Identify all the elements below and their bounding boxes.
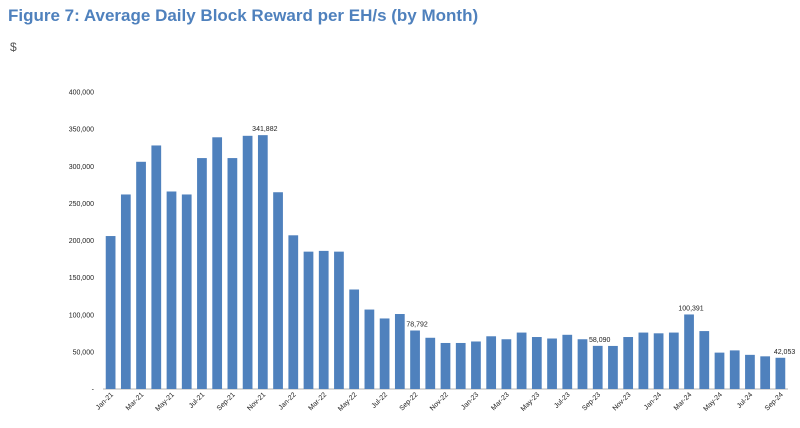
x-tick-label: Jan-21 <box>95 391 115 411</box>
bar-nov-22 <box>440 342 451 389</box>
bar-aug-22 <box>394 314 405 389</box>
bar-sep-24 <box>775 357 786 389</box>
x-tick-label: Nov-21 <box>246 391 267 412</box>
bar-jan-24 <box>653 333 664 389</box>
bar-oct-21 <box>242 135 253 389</box>
x-tick-label: Jan-24 <box>643 391 663 411</box>
bar-feb-21 <box>120 194 131 389</box>
bar-may-23 <box>531 337 542 389</box>
bar-nov-23 <box>623 337 634 389</box>
y-tick-label: 100,000 <box>69 312 94 319</box>
y-tick-label: 200,000 <box>69 238 94 245</box>
bar-sep-23 <box>592 345 603 389</box>
bar-aug-21 <box>212 137 223 389</box>
x-tick-label: Jul-22 <box>371 391 390 410</box>
data-label: 78,792 <box>406 321 428 328</box>
bar-aug-24 <box>760 356 771 389</box>
bar-jul-21 <box>197 158 207 389</box>
bar-jan-22 <box>288 235 299 389</box>
bar-jun-22 <box>364 309 375 389</box>
bar-jul-23 <box>562 334 573 389</box>
y-tick-label: 350,000 <box>69 127 94 134</box>
bar-jun-24 <box>729 350 740 389</box>
bar-apr-21 <box>151 145 162 389</box>
data-label: 341,882 <box>252 126 277 133</box>
x-tick-label: May-23 <box>520 391 542 413</box>
bar-feb-24 <box>668 332 679 389</box>
x-tick-label: Mar-23 <box>490 391 511 412</box>
bar-jun-23 <box>547 338 557 389</box>
x-tick-label: Nov-23 <box>612 391 633 412</box>
bar-mar-21 <box>136 161 146 389</box>
y-tick-label: 400,000 <box>69 90 94 97</box>
bar-apr-23 <box>516 332 527 389</box>
bars-layer <box>105 135 786 389</box>
bar-oct-22 <box>425 337 436 389</box>
y-tick-label: 150,000 <box>69 275 94 282</box>
y-tick-label: - <box>92 387 95 394</box>
x-tick-label: May-24 <box>702 391 724 413</box>
figure-title: Figure 7: Average Daily Block Reward per… <box>8 6 479 25</box>
data-label: 42,053 <box>774 349 796 356</box>
y-unit-label: $ <box>10 40 17 54</box>
bar-aug-23 <box>577 339 588 389</box>
x-tick-label: Sep-23 <box>581 391 602 412</box>
bar-jan-21 <box>105 236 116 389</box>
y-tick-label: 300,000 <box>69 164 94 171</box>
bar-mar-24 <box>684 314 694 389</box>
bar-jun-21 <box>181 194 192 389</box>
x-tick-label: Mar-24 <box>673 391 694 412</box>
y-tick-label: 250,000 <box>69 201 94 208</box>
bar-jul-22 <box>379 318 390 389</box>
bar-oct-23 <box>608 345 618 389</box>
x-tick-label: May-21 <box>154 391 176 413</box>
bar-dec-23 <box>638 332 649 389</box>
data-label: 100,391 <box>678 305 703 312</box>
bar-may-21 <box>166 191 177 389</box>
bar-may-24 <box>714 352 725 389</box>
x-tick-label: Sep-24 <box>764 391 785 412</box>
x-tick-label: May-22 <box>337 391 359 413</box>
data-label: 58,090 <box>589 337 611 344</box>
x-tick-label: Jul-23 <box>553 391 572 410</box>
x-tick-label: Jan-22 <box>278 391 298 411</box>
bar-nov-21 <box>257 135 268 389</box>
labels-layer: 341,882 78,792 58,090 100,391 42,053 <box>252 126 795 356</box>
x-tick-label: Mar-21 <box>125 391 146 412</box>
x-tick-label: Nov-22 <box>429 391 450 412</box>
bar-dec-22 <box>455 342 466 389</box>
bar-feb-23 <box>486 336 497 389</box>
bar-mar-22 <box>318 250 329 389</box>
x-tick-label: Jul-21 <box>188 391 207 410</box>
x-tick-label: Mar-22 <box>307 391 328 412</box>
x-tick-label: Sep-21 <box>216 391 237 412</box>
bar-jan-23 <box>471 341 481 389</box>
bar-sep-22 <box>410 330 420 389</box>
bar-mar-23 <box>501 339 512 389</box>
x-tick-label: Sep-22 <box>399 391 420 412</box>
x-tick-label: Jul-24 <box>736 391 755 410</box>
bar-apr-22 <box>334 251 344 389</box>
x-tick-label: Jan-23 <box>460 391 480 411</box>
bar-sep-21 <box>227 158 238 389</box>
bar-feb-22 <box>303 251 314 389</box>
y-tick-label: 50,000 <box>73 349 95 356</box>
bar-dec-21 <box>273 192 283 389</box>
bar-may-22 <box>349 289 360 389</box>
bar-jul-24 <box>745 354 755 389</box>
bar-apr-24 <box>699 331 710 389</box>
